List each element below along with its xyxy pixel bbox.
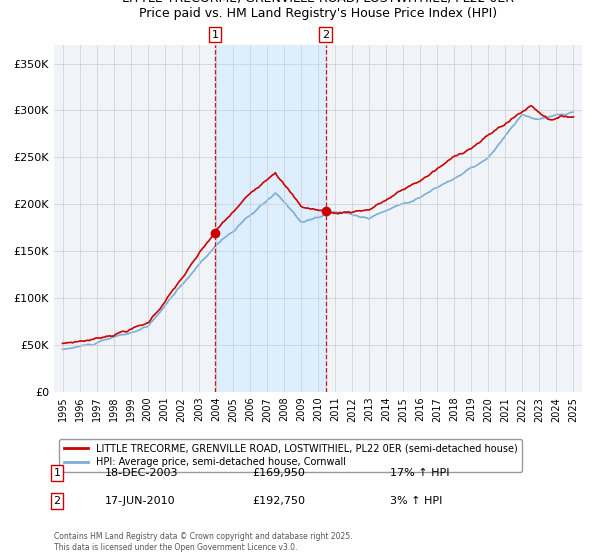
Text: 17-JUN-2010: 17-JUN-2010 (105, 496, 176, 506)
Legend: LITTLE TRECORME, GRENVILLE ROAD, LOSTWITHIEL, PL22 0ER (semi-detached house), HP: LITTLE TRECORME, GRENVILLE ROAD, LOSTWIT… (59, 438, 523, 472)
Title: LITTLE TRECORME, GRENVILLE ROAD, LOSTWITHIEL, PL22 0ER
Price paid vs. HM Land Re: LITTLE TRECORME, GRENVILLE ROAD, LOSTWIT… (122, 0, 514, 20)
Text: £192,750: £192,750 (252, 496, 305, 506)
Text: £169,950: £169,950 (252, 468, 305, 478)
Text: 1: 1 (53, 468, 61, 478)
Text: 17% ↑ HPI: 17% ↑ HPI (390, 468, 449, 478)
Text: 1: 1 (212, 30, 218, 40)
Text: 3% ↑ HPI: 3% ↑ HPI (390, 496, 442, 506)
Text: Contains HM Land Registry data © Crown copyright and database right 2025.
This d: Contains HM Land Registry data © Crown c… (54, 532, 353, 552)
Text: 2: 2 (53, 496, 61, 506)
Text: 2: 2 (322, 30, 329, 40)
Bar (215, 45, 326, 392)
Text: 18-DEC-2003: 18-DEC-2003 (105, 468, 179, 478)
